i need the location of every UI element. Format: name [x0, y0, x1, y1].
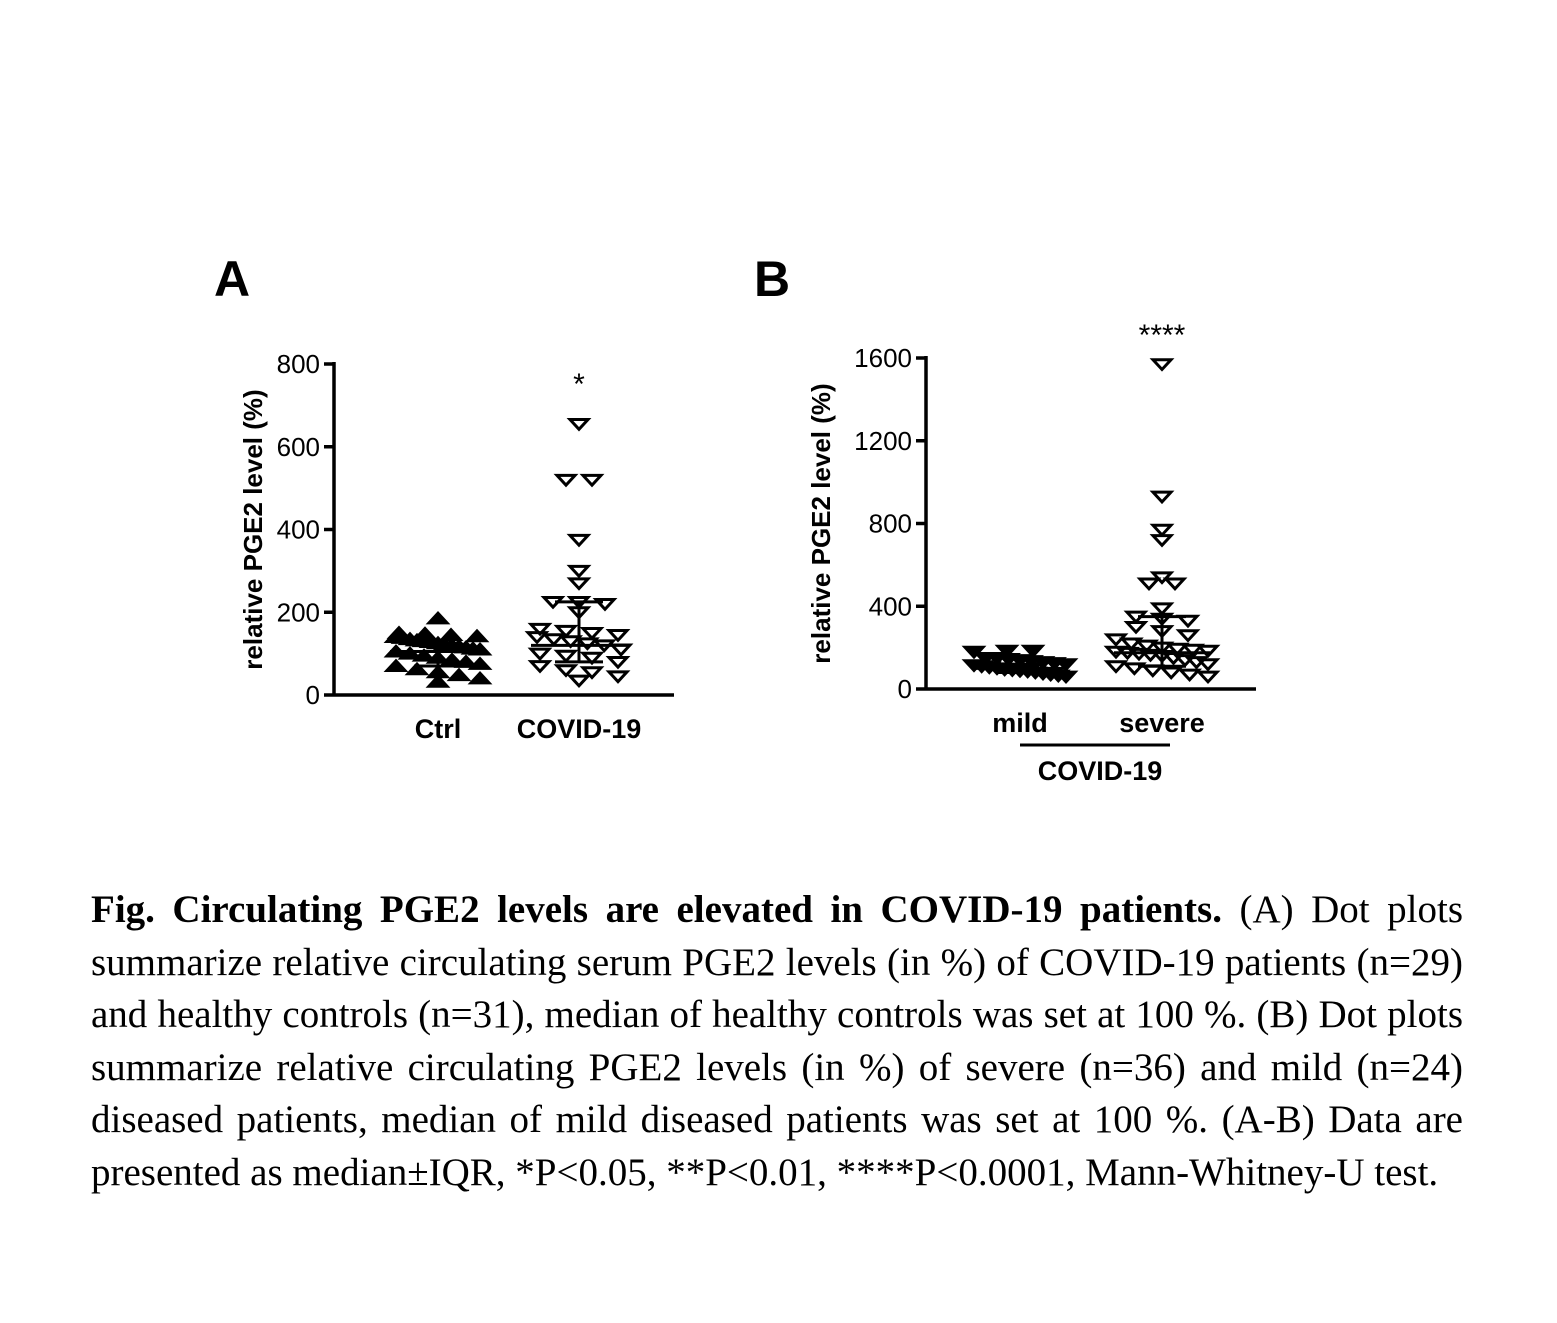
data-point	[1162, 577, 1188, 591]
data-point	[605, 655, 631, 670]
data-point	[527, 622, 553, 637]
data-point	[553, 624, 579, 639]
data-point	[527, 660, 553, 674]
significance-label: ****	[1139, 319, 1186, 352]
data-point	[553, 649, 579, 664]
caption-title: Fig. Circulating PGE2 levels are elevate…	[91, 888, 1222, 931]
data-point	[553, 473, 579, 488]
data-point	[425, 674, 451, 688]
data-point	[1177, 668, 1203, 682]
y-axis-title: relative PGE2 level (%)	[806, 383, 836, 663]
data-point	[1175, 629, 1201, 643]
data-point	[1123, 620, 1149, 635]
data-point	[1149, 602, 1175, 616]
data-point	[467, 656, 493, 670]
data-point	[579, 626, 605, 641]
data-point	[566, 564, 592, 579]
y-axis-title: relative PGE2 level (%)	[238, 389, 268, 669]
data-point	[1134, 639, 1160, 654]
y-tick-label: 400	[277, 515, 320, 545]
data-point	[553, 664, 579, 678]
data-point	[1136, 577, 1162, 591]
data-point	[579, 473, 605, 488]
data-point	[574, 637, 600, 651]
data-point	[397, 646, 423, 660]
caption-body: (A) Dot plots summarize relative circula…	[91, 888, 1463, 1194]
data-point	[1149, 534, 1175, 548]
data-point	[1103, 660, 1129, 674]
data-point	[467, 670, 493, 685]
data-point	[464, 628, 490, 643]
data-point	[383, 658, 409, 672]
significance-label: *	[573, 368, 585, 401]
data-point	[1158, 666, 1184, 680]
data-point	[1020, 644, 1046, 659]
data-point	[605, 629, 631, 643]
figure: A 0 200 400 600 800 relative PGE2 level (%) Ctr…	[214, 251, 1256, 786]
group-label: COVID-19	[1038, 756, 1163, 786]
y-tick-label: 400	[869, 591, 912, 621]
data-point	[1175, 614, 1201, 629]
data-point	[579, 666, 605, 680]
x-category-label: Ctrl	[415, 714, 462, 744]
x-category-label: COVID-19	[517, 714, 642, 744]
data-point	[566, 577, 592, 591]
data-point	[566, 674, 592, 688]
data-point	[453, 654, 479, 668]
data-point	[1103, 633, 1129, 647]
x-category-label: mild	[992, 708, 1048, 738]
data-point	[1118, 637, 1144, 651]
panel-letter: A	[214, 251, 250, 307]
data-point	[411, 648, 437, 662]
data-point	[1053, 658, 1079, 672]
y-tick-label: 0	[898, 674, 912, 704]
panel-letter: B	[754, 251, 790, 307]
data-point	[524, 631, 550, 645]
data-point	[558, 635, 584, 649]
data-point	[446, 667, 472, 682]
data-point	[994, 644, 1020, 659]
y-tick-label: 600	[277, 432, 320, 462]
data-point	[1149, 358, 1175, 372]
data-point	[425, 610, 451, 625]
data-point	[439, 652, 465, 666]
data-point	[566, 533, 592, 548]
data-point	[605, 670, 631, 684]
data-point	[1164, 642, 1190, 657]
y-tick-label: 1200	[854, 426, 912, 456]
data-point	[1195, 658, 1221, 672]
y-tick-label: 200	[277, 597, 320, 627]
data-point	[1195, 670, 1221, 685]
data-point	[1180, 643, 1206, 658]
y-tick-label: 1600	[854, 343, 912, 373]
data-point	[579, 651, 605, 666]
chart-panel-a: A 0 200 400 600 800 relative PGE2 level (%) Ctr…	[214, 251, 674, 744]
data-point	[527, 647, 553, 662]
data-point	[566, 418, 592, 432]
x-category-label: severe	[1119, 708, 1205, 738]
data-point	[1195, 644, 1221, 659]
data-point	[1053, 670, 1079, 685]
data-point	[404, 661, 430, 676]
y-tick-label: 0	[306, 680, 320, 710]
data-point	[1149, 612, 1175, 627]
data-point	[1149, 490, 1175, 505]
y-tick-label: 800	[277, 349, 320, 379]
chart-panel-b: B 0 400 800 1200 1600 relative PGE2 level (%) m…	[754, 251, 1256, 786]
data-point	[592, 598, 618, 612]
figure-caption: Fig. Circulating PGE2 levels are elevate…	[91, 884, 1463, 1199]
y-tick-label: 800	[869, 509, 912, 539]
data-point	[541, 633, 567, 647]
data-point	[1121, 662, 1147, 676]
data-point	[1149, 523, 1175, 538]
